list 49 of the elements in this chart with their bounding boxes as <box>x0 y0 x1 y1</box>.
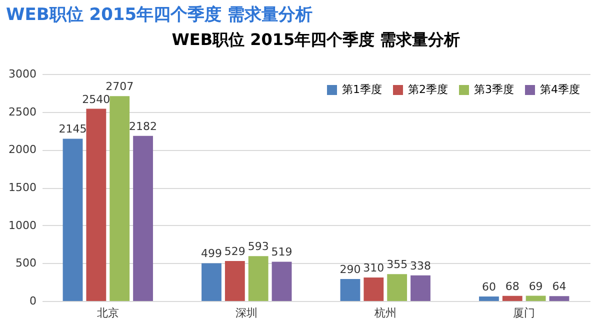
bar <box>364 278 384 301</box>
data-label: 2540 <box>82 92 110 106</box>
y-tick-label: 2500 <box>8 105 36 118</box>
y-tick-label: 500 <box>16 256 36 270</box>
data-label: 2145 <box>58 122 87 136</box>
data-label: 338 <box>410 259 431 272</box>
x-tick-label: 杭州 <box>373 306 396 320</box>
data-label: 529 <box>224 244 246 258</box>
data-label: 2707 <box>106 80 134 94</box>
bar <box>410 275 430 301</box>
x-tick-label: 厦门 <box>513 306 536 320</box>
legend-label: 第3季度 <box>474 83 514 96</box>
bar <box>549 296 570 301</box>
legend-label: 第2季度 <box>408 83 448 96</box>
bar <box>387 274 408 301</box>
data-label: 519 <box>271 246 292 259</box>
y-tick-label: 1000 <box>8 218 36 232</box>
bar <box>272 262 292 301</box>
data-label: 499 <box>201 247 222 260</box>
chart-title: WEB职位 2015年四个季度 需求量分析 <box>5 4 314 27</box>
data-label: 2182 <box>129 120 158 133</box>
bar <box>502 296 522 301</box>
data-label: 60 <box>482 280 496 294</box>
data-label: 290 <box>340 263 361 276</box>
bar <box>86 108 106 301</box>
bar <box>248 256 268 301</box>
data-label: 68 <box>505 280 520 293</box>
data-label: 310 <box>363 262 384 275</box>
bar <box>110 96 130 301</box>
chart-subtitle: WEB职位 2015年四个季度 需求量分析 <box>172 30 460 49</box>
legend-label: 第4季度 <box>540 83 580 96</box>
bar <box>526 296 546 301</box>
x-tick-label: 深圳 <box>236 306 258 320</box>
y-tick-label: 3000 <box>8 68 36 80</box>
x-tick-label: 北京 <box>96 306 119 320</box>
y-tick-label: 2000 <box>8 143 36 156</box>
data-label: 69 <box>528 280 543 293</box>
bar <box>202 263 222 301</box>
data-label: 355 <box>386 258 408 272</box>
data-label: 64 <box>552 280 566 294</box>
legend-label: 第1季度 <box>342 83 382 96</box>
bar <box>479 296 499 301</box>
data-label: 593 <box>248 240 269 254</box>
y-tick-label: 0 <box>30 294 36 308</box>
bar <box>62 138 83 301</box>
bar <box>133 136 153 301</box>
y-tick-label: 1500 <box>8 181 36 194</box>
bar <box>224 260 245 301</box>
bar <box>340 279 360 301</box>
